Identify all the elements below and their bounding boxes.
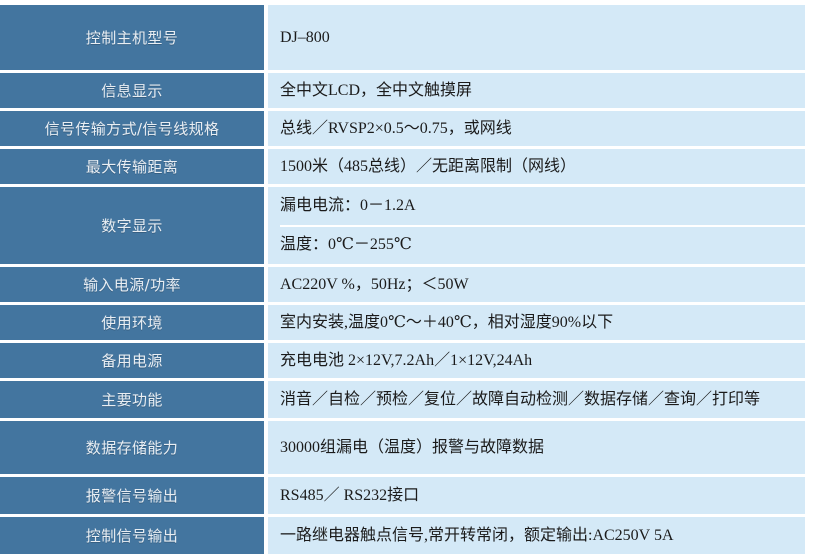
table-row: 输入电源/功率 AC220V %，50Hz；＜50W (0, 264, 813, 302)
value-line: AC220V %，50Hz；＜50W (280, 275, 469, 293)
row-label-alarm-signal-output: 报警信号输出 (0, 477, 264, 514)
value-line: 总线／RVSP2×0.5～0.75，或网线 (280, 119, 512, 137)
row-value-input-power: AC220V %，50Hz；＜50W (268, 267, 805, 302)
value-line: 30000组漏电（温度）报警与故障数据 (280, 438, 545, 456)
value-line-temperature: 温度：0℃－255℃ (280, 224, 805, 265)
row-label-control-signal-output: 控制信号输出 (0, 517, 264, 554)
row-value-control-signal-output: 一路继电器触点信号,常开转常闭，额定输出:AC250V 5A (268, 517, 805, 554)
value-line: 充电电池 2×12V,7.2Ah／1×12V,24Ah (280, 351, 533, 369)
row-value-max-transmission-distance: 1500米（485总线）／无距离限制（网线） (268, 149, 805, 184)
table-row: 报警信号输出 RS485／ RS232接口 (0, 474, 813, 514)
row-value-backup-power: 充电电池 2×12V,7.2Ah／1×12V,24Ah (268, 343, 805, 378)
table-row: 备用电源 充电电池 2×12V,7.2Ah／1×12V,24Ah (0, 340, 813, 378)
value-line: 消音／自检／预检／复位／故障自动检测／数据存储／查询／打印等 (280, 390, 761, 408)
value-line: DJ–800 (280, 28, 330, 46)
table-row: 信息显示 全中文LCD，全中文触摸屏 (0, 70, 813, 108)
table-row: 控制主机型号 DJ–800 (0, 5, 813, 70)
row-value-main-functions: 消音／自检／预检／复位／故障自动检测／数据存储／查询／打印等 (268, 381, 805, 418)
value-line-leakage-current: 漏电电流：0－1.2A (280, 196, 416, 214)
table-row: 控制信号输出 一路继电器触点信号,常开转常闭，额定输出:AC250V 5A (0, 514, 813, 554)
table-row: 数据存储能力 30000组漏电（温度）报警与故障数据 (0, 418, 813, 474)
row-value-digital-display: 漏电电流：0－1.2A 温度：0℃－255℃ (268, 187, 805, 264)
row-label-max-transmission-distance: 最大传输距离 (0, 149, 264, 184)
row-label-operating-environment: 使用环境 (0, 305, 264, 340)
row-value-control-host-model: DJ–800 (268, 5, 805, 70)
row-value-signal-transmission: 总线／RVSP2×0.5～0.75，或网线 (268, 111, 805, 146)
value-line: 室内安装,温度0℃～＋40℃，相对湿度90%以下 (280, 313, 614, 331)
row-label-information-display: 信息显示 (0, 73, 264, 108)
row-label-backup-power: 备用电源 (0, 343, 264, 378)
table-row: 最大传输距离 1500米（485总线）／无距离限制（网线） (0, 146, 813, 184)
value-line: 一路继电器触点信号,常开转常闭，额定输出:AC250V 5A (280, 526, 674, 544)
table-row: 数字显示 漏电电流：0－1.2A 温度：0℃－255℃ (0, 184, 813, 264)
row-label-data-storage-capacity: 数据存储能力 (0, 421, 264, 474)
value-line: 全中文LCD，全中文触摸屏 (280, 81, 473, 99)
row-value-information-display: 全中文LCD，全中文触摸屏 (268, 73, 805, 108)
row-value-operating-environment: 室内安装,温度0℃～＋40℃，相对湿度90%以下 (268, 305, 805, 340)
table-row: 信号传输方式/信号线规格 总线／RVSP2×0.5～0.75，或网线 (0, 108, 813, 146)
table-row: 主要功能 消音／自检／预检／复位／故障自动检测／数据存储／查询／打印等 (0, 378, 813, 418)
row-value-data-storage-capacity: 30000组漏电（温度）报警与故障数据 (268, 421, 805, 474)
table-row: 使用环境 室内安装,温度0℃～＋40℃，相对湿度90%以下 (0, 302, 813, 340)
row-label-signal-transmission: 信号传输方式/信号线规格 (0, 111, 264, 146)
row-value-alarm-signal-output: RS485／ RS232接口 (268, 477, 805, 514)
value-line: RS485／ RS232接口 (280, 486, 420, 504)
row-label-control-host-model: 控制主机型号 (0, 5, 264, 70)
row-label-main-functions: 主要功能 (0, 381, 264, 418)
row-label-digital-display: 数字显示 (0, 187, 264, 264)
row-label-input-power: 输入电源/功率 (0, 267, 264, 302)
value-line: 1500米（485总线）／无距离限制（网线） (280, 157, 577, 175)
